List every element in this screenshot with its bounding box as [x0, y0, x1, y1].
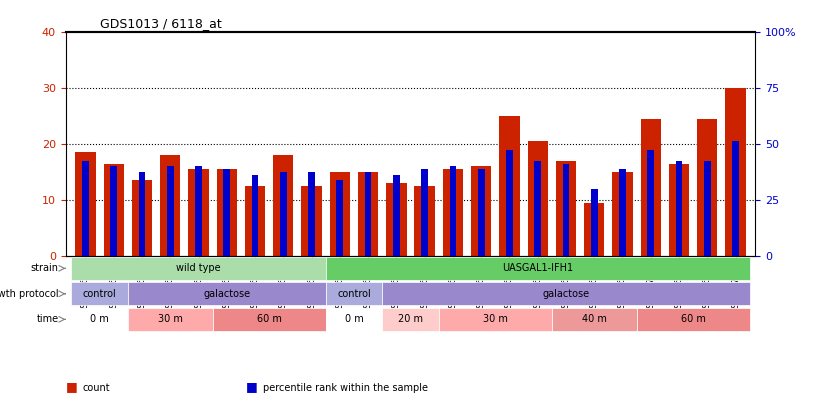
Bar	[697, 119, 718, 256]
Bar	[217, 169, 237, 256]
Text: wild type: wild type	[177, 263, 221, 273]
Bar	[562, 164, 569, 256]
Bar	[443, 169, 463, 256]
FancyBboxPatch shape	[636, 308, 750, 331]
FancyBboxPatch shape	[326, 282, 383, 305]
FancyBboxPatch shape	[552, 308, 636, 331]
Bar	[528, 141, 548, 256]
Bar	[308, 172, 315, 256]
Text: 30 m: 30 m	[483, 314, 507, 324]
Text: galactose: galactose	[543, 289, 589, 299]
Bar	[76, 152, 95, 256]
Bar	[534, 161, 541, 256]
FancyBboxPatch shape	[383, 282, 750, 305]
Bar	[245, 186, 265, 256]
Bar	[421, 169, 428, 256]
Bar	[647, 149, 654, 256]
Bar	[358, 172, 378, 256]
Text: control: control	[83, 289, 117, 299]
Text: time: time	[37, 314, 59, 324]
Text: 20 m: 20 m	[398, 314, 423, 324]
Bar	[478, 169, 484, 256]
Bar	[330, 172, 350, 256]
Text: 0 m: 0 m	[90, 314, 109, 324]
Text: 60 m: 60 m	[257, 314, 282, 324]
Text: 30 m: 30 m	[158, 314, 183, 324]
Bar	[167, 166, 174, 256]
Bar	[676, 161, 682, 256]
Bar	[669, 164, 689, 256]
Bar	[223, 169, 230, 256]
Bar	[82, 161, 89, 256]
Bar	[584, 202, 604, 256]
Bar	[471, 166, 491, 256]
Bar	[280, 172, 287, 256]
Bar	[506, 149, 513, 256]
FancyBboxPatch shape	[326, 308, 383, 331]
Bar	[732, 141, 739, 256]
Bar	[195, 166, 202, 256]
Text: GDS1013 / 6118_at: GDS1013 / 6118_at	[100, 17, 222, 30]
Bar	[556, 161, 576, 256]
Bar	[726, 88, 745, 256]
Bar	[110, 166, 117, 256]
Bar	[612, 172, 633, 256]
Bar	[132, 180, 152, 256]
Bar	[188, 169, 209, 256]
Bar	[273, 155, 293, 256]
FancyBboxPatch shape	[383, 308, 438, 331]
Bar	[415, 186, 435, 256]
Text: count: count	[82, 383, 110, 393]
Text: galactose: galactose	[204, 289, 250, 299]
Text: growth protocol: growth protocol	[0, 289, 59, 299]
Text: 60 m: 60 m	[681, 314, 705, 324]
Text: percentile rank within the sample: percentile rank within the sample	[263, 383, 428, 393]
Bar	[393, 175, 400, 256]
Text: 40 m: 40 m	[582, 314, 607, 324]
Bar	[591, 189, 598, 256]
Text: strain: strain	[30, 263, 59, 273]
Text: UASGAL1-IFH1: UASGAL1-IFH1	[502, 263, 573, 273]
FancyBboxPatch shape	[213, 308, 326, 331]
Bar	[103, 164, 124, 256]
Bar	[450, 166, 456, 256]
Bar	[252, 175, 259, 256]
FancyBboxPatch shape	[128, 308, 213, 331]
Bar	[499, 116, 520, 256]
Bar	[139, 172, 145, 256]
Bar	[365, 172, 371, 256]
Text: 0 m: 0 m	[345, 314, 364, 324]
Bar	[301, 186, 322, 256]
FancyBboxPatch shape	[128, 282, 326, 305]
FancyBboxPatch shape	[71, 282, 128, 305]
FancyBboxPatch shape	[71, 257, 326, 280]
Bar	[386, 183, 406, 256]
Bar	[619, 169, 626, 256]
Bar	[337, 180, 343, 256]
FancyBboxPatch shape	[326, 257, 750, 280]
FancyBboxPatch shape	[71, 308, 128, 331]
Text: control: control	[337, 289, 371, 299]
Bar	[704, 161, 711, 256]
Bar	[160, 155, 181, 256]
Bar	[640, 119, 661, 256]
FancyBboxPatch shape	[438, 308, 552, 331]
Text: ■: ■	[66, 380, 77, 393]
Text: ■: ■	[246, 380, 258, 393]
